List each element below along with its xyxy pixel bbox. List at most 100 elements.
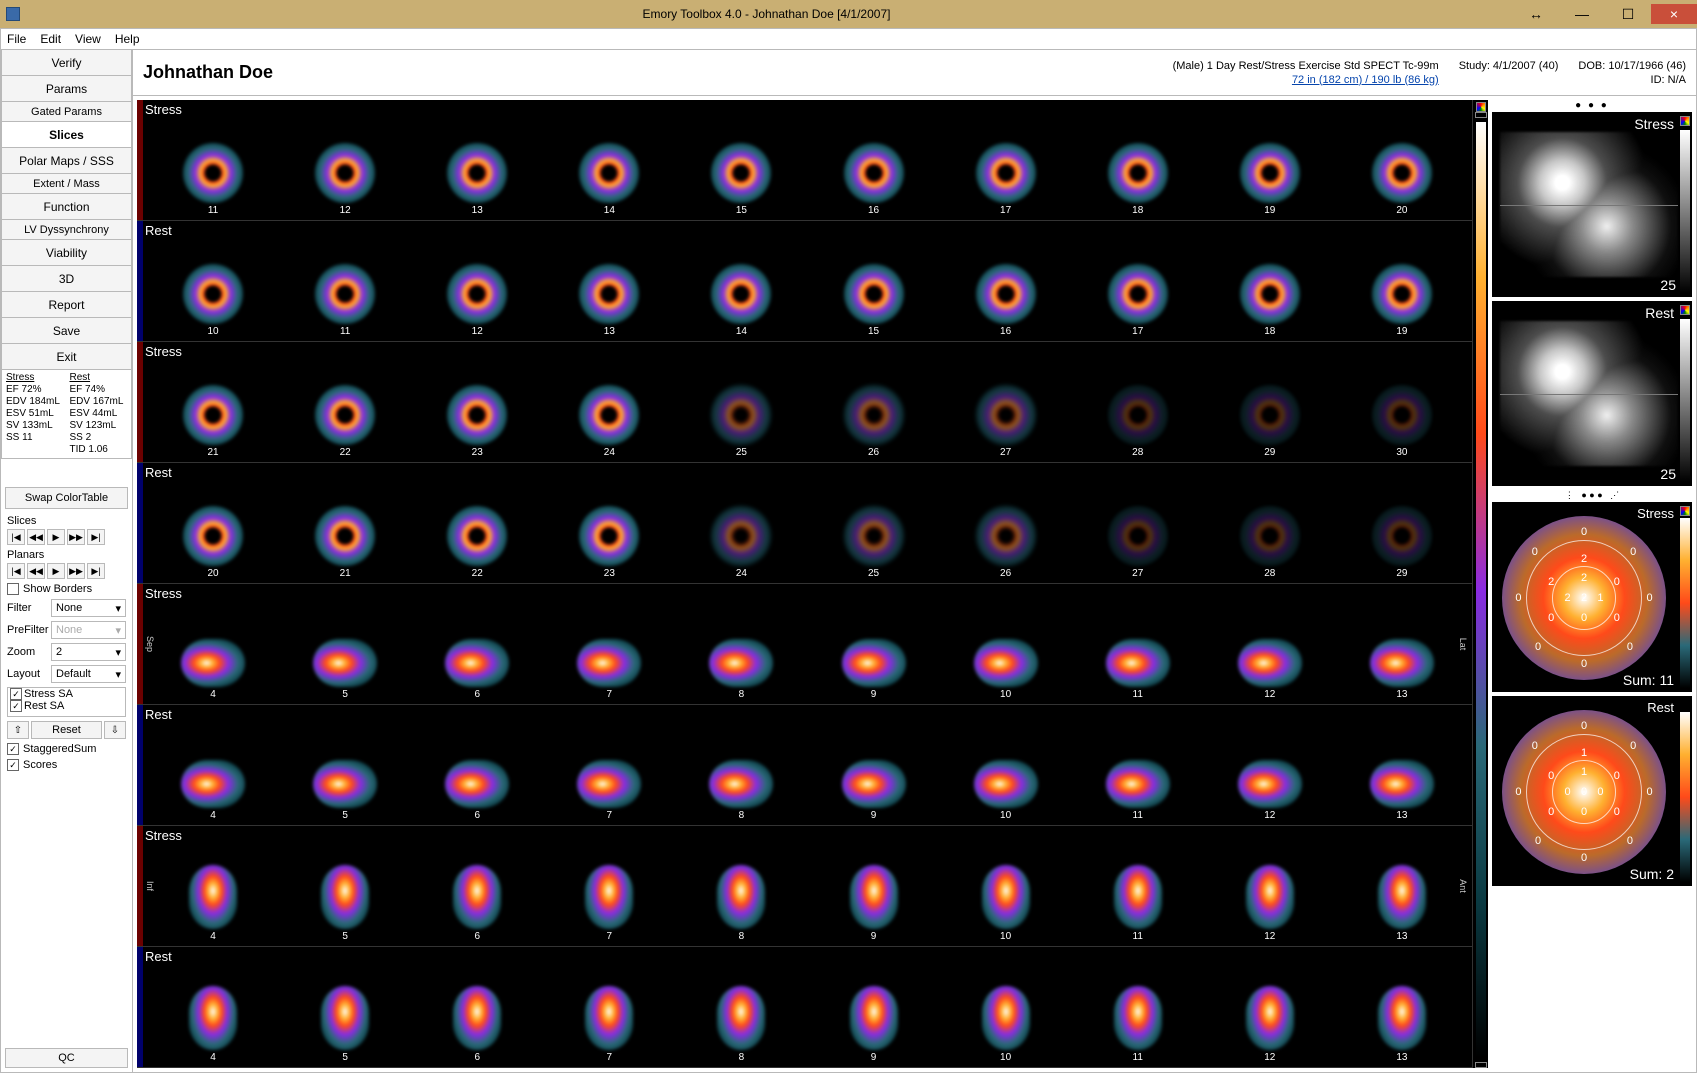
slice[interactable]: 5 xyxy=(279,961,411,1063)
slice[interactable]: 12 xyxy=(279,114,411,216)
nav-3d[interactable]: 3D xyxy=(1,266,132,292)
slice[interactable]: 4 xyxy=(147,961,279,1063)
slice[interactable]: 11 xyxy=(1072,961,1204,1063)
slice[interactable]: 17 xyxy=(1072,235,1204,337)
swap-colortable-button[interactable]: Swap ColorTable xyxy=(5,487,128,509)
slice[interactable]: 18 xyxy=(1072,114,1204,216)
slice-row[interactable]: StressSepLat45678910111213 xyxy=(137,584,1472,705)
slice[interactable]: 28 xyxy=(1072,356,1204,458)
menu-edit[interactable]: Edit xyxy=(40,32,61,46)
slice-row[interactable]: Rest45678910111213 xyxy=(137,705,1472,826)
stress-sa-checkbox[interactable]: ✓ xyxy=(10,688,22,700)
slice[interactable]: 6 xyxy=(411,598,543,700)
colortable-icon[interactable] xyxy=(1680,506,1690,516)
slice-row[interactable]: Stress21222324252627282930 xyxy=(137,342,1472,463)
slice[interactable]: 10 xyxy=(940,961,1072,1063)
nav-viability[interactable]: Viability xyxy=(1,240,132,266)
slice[interactable]: 4 xyxy=(147,840,279,942)
slice[interactable]: 30 xyxy=(1336,356,1468,458)
slice[interactable]: 23 xyxy=(543,477,675,579)
slice[interactable]: 11 xyxy=(1072,598,1204,700)
slice[interactable]: 22 xyxy=(411,477,543,579)
qc-button[interactable]: QC xyxy=(5,1048,128,1068)
slice[interactable]: 22 xyxy=(279,356,411,458)
slice[interactable]: 18 xyxy=(1204,235,1336,337)
planars-first-button[interactable]: |◀ xyxy=(7,563,25,579)
slice[interactable]: 25 xyxy=(675,356,807,458)
maximize-button[interactable]: ☐ xyxy=(1605,4,1651,24)
slice[interactable]: 5 xyxy=(279,840,411,942)
slice[interactable]: 21 xyxy=(279,477,411,579)
projection-rest[interactable]: Rest 25 xyxy=(1492,301,1692,486)
slice-row[interactable]: Rest20212223242526272829 xyxy=(137,463,1472,584)
colortable-icon[interactable] xyxy=(1680,305,1690,315)
slice[interactable]: 27 xyxy=(940,356,1072,458)
slice[interactable]: 10 xyxy=(147,235,279,337)
nav-lv-dyssynchrony[interactable]: LV Dyssynchrony xyxy=(1,220,132,240)
slice[interactable]: 19 xyxy=(1204,114,1336,216)
slice[interactable]: 10 xyxy=(940,840,1072,942)
close-button[interactable]: × xyxy=(1651,4,1697,24)
nav-slices[interactable]: Slices xyxy=(1,122,132,148)
slice[interactable]: 13 xyxy=(1336,719,1468,821)
show-borders-row[interactable]: Show Borders xyxy=(1,581,132,597)
drag-dots[interactable]: ● ● ● xyxy=(1492,100,1692,108)
slice[interactable]: 11 xyxy=(279,235,411,337)
slice[interactable]: 28 xyxy=(1204,477,1336,579)
nav-gated-params[interactable]: Gated Params xyxy=(1,102,132,122)
series-listbox[interactable]: ✓Stress SA ✓Rest SA xyxy=(7,687,126,717)
resize-dots[interactable]: ⋮ ● ● ● ⋰ xyxy=(1492,490,1692,498)
reset-button[interactable]: Reset xyxy=(31,721,102,739)
slice[interactable]: 6 xyxy=(411,719,543,821)
slice[interactable]: 24 xyxy=(543,356,675,458)
slice[interactable]: 8 xyxy=(675,598,807,700)
slice[interactable]: 13 xyxy=(543,235,675,337)
slices-first-button[interactable]: |◀ xyxy=(7,529,25,545)
slice[interactable]: 8 xyxy=(675,840,807,942)
show-borders-checkbox[interactable] xyxy=(7,583,19,595)
move-down-button[interactable]: ⇩ xyxy=(104,721,126,739)
slice[interactable]: 13 xyxy=(1336,961,1468,1063)
slices-play-button[interactable]: ▶ xyxy=(47,529,65,545)
scores-checkbox[interactable]: ✓ xyxy=(7,759,19,771)
measurements-link[interactable]: 72 in (182 cm) / 190 lb (86 kg) xyxy=(1292,74,1439,86)
slice[interactable]: 4 xyxy=(147,719,279,821)
slice[interactable]: 25 xyxy=(807,477,939,579)
slice[interactable]: 9 xyxy=(807,719,939,821)
slice[interactable]: 20 xyxy=(147,477,279,579)
slice[interactable]: 9 xyxy=(807,598,939,700)
move-up-button[interactable]: ⇧ xyxy=(7,721,29,739)
slice[interactable]: 8 xyxy=(675,961,807,1063)
nav-report[interactable]: Report xyxy=(1,292,132,318)
slice[interactable]: 16 xyxy=(940,235,1072,337)
slice[interactable]: 19 xyxy=(1336,235,1468,337)
slice[interactable]: 12 xyxy=(1204,961,1336,1063)
slice[interactable]: 7 xyxy=(543,598,675,700)
slice-row[interactable]: StressInfAnt45678910111213 xyxy=(137,826,1472,947)
nav-verify[interactable]: Verify xyxy=(1,50,132,76)
slice[interactable]: 7 xyxy=(543,719,675,821)
slice[interactable]: 13 xyxy=(411,114,543,216)
slice-row[interactable]: Rest10111213141516171819 xyxy=(137,221,1472,342)
slice[interactable]: 13 xyxy=(1336,598,1468,700)
menu-help[interactable]: Help xyxy=(115,32,140,46)
slice[interactable]: 11 xyxy=(1072,719,1204,821)
menu-file[interactable]: File xyxy=(7,32,26,46)
slice[interactable]: 27 xyxy=(1072,477,1204,579)
slice[interactable]: 26 xyxy=(940,477,1072,579)
slice[interactable]: 17 xyxy=(940,114,1072,216)
rest-sa-checkbox[interactable]: ✓ xyxy=(10,700,22,712)
slice[interactable]: 11 xyxy=(1072,840,1204,942)
polar-map-rest[interactable]: Rest Sum: 2 001001000000000000 xyxy=(1492,696,1692,886)
slice[interactable]: 14 xyxy=(675,235,807,337)
nav-extent-mass[interactable]: Extent / Mass xyxy=(1,174,132,194)
slice[interactable]: 5 xyxy=(279,719,411,821)
layout-select[interactable]: Default▾ xyxy=(51,665,126,683)
slice[interactable]: 15 xyxy=(807,235,939,337)
slice[interactable]: 12 xyxy=(1204,840,1336,942)
slice[interactable]: 4 xyxy=(147,598,279,700)
minimize-button[interactable]: — xyxy=(1559,4,1605,24)
slices-fwd-button[interactable]: ▶▶ xyxy=(67,529,85,545)
slice[interactable]: 23 xyxy=(411,356,543,458)
nav-params[interactable]: Params xyxy=(1,76,132,102)
